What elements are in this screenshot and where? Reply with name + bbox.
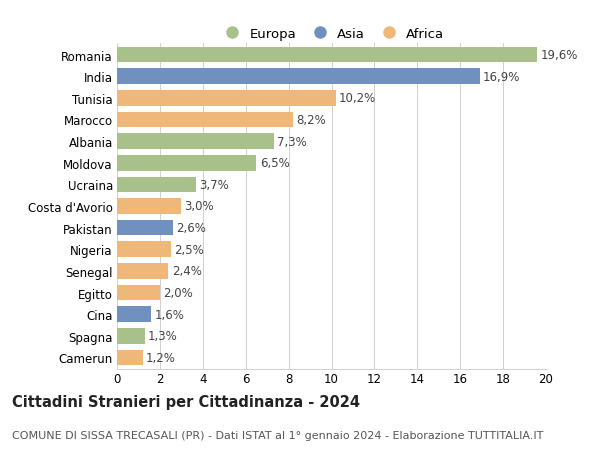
Text: 16,9%: 16,9% — [483, 71, 520, 84]
Bar — [117, 112, 293, 128]
Legend: Europa, Asia, Africa: Europa, Asia, Africa — [214, 22, 449, 46]
Bar — [117, 69, 479, 85]
Bar — [117, 285, 160, 301]
Text: 7,3%: 7,3% — [277, 135, 307, 148]
Bar — [117, 220, 173, 236]
Text: 6,5%: 6,5% — [260, 157, 289, 170]
Bar — [117, 350, 143, 365]
Bar — [117, 156, 256, 171]
Text: Cittadini Stranieri per Cittadinanza - 2024: Cittadini Stranieri per Cittadinanza - 2… — [12, 394, 360, 409]
Text: 3,7%: 3,7% — [200, 179, 229, 191]
Text: 2,0%: 2,0% — [163, 286, 193, 299]
Text: COMUNE DI SISSA TRECASALI (PR) - Dati ISTAT al 1° gennaio 2024 - Elaborazione TU: COMUNE DI SISSA TRECASALI (PR) - Dati IS… — [12, 431, 544, 440]
Text: 3,0%: 3,0% — [185, 200, 214, 213]
Bar — [117, 242, 170, 257]
Bar — [117, 91, 336, 106]
Text: 8,2%: 8,2% — [296, 114, 326, 127]
Text: 2,6%: 2,6% — [176, 222, 206, 235]
Text: 1,6%: 1,6% — [155, 308, 184, 321]
Text: 1,3%: 1,3% — [148, 330, 178, 342]
Bar — [117, 177, 196, 193]
Bar — [117, 48, 538, 63]
Bar — [117, 134, 274, 150]
Text: 1,2%: 1,2% — [146, 351, 176, 364]
Bar — [117, 328, 145, 344]
Text: 2,5%: 2,5% — [174, 243, 203, 256]
Bar — [117, 263, 169, 279]
Text: 10,2%: 10,2% — [339, 92, 376, 105]
Bar — [117, 307, 151, 322]
Text: 19,6%: 19,6% — [541, 49, 578, 62]
Text: 2,4%: 2,4% — [172, 265, 202, 278]
Bar — [117, 199, 181, 214]
